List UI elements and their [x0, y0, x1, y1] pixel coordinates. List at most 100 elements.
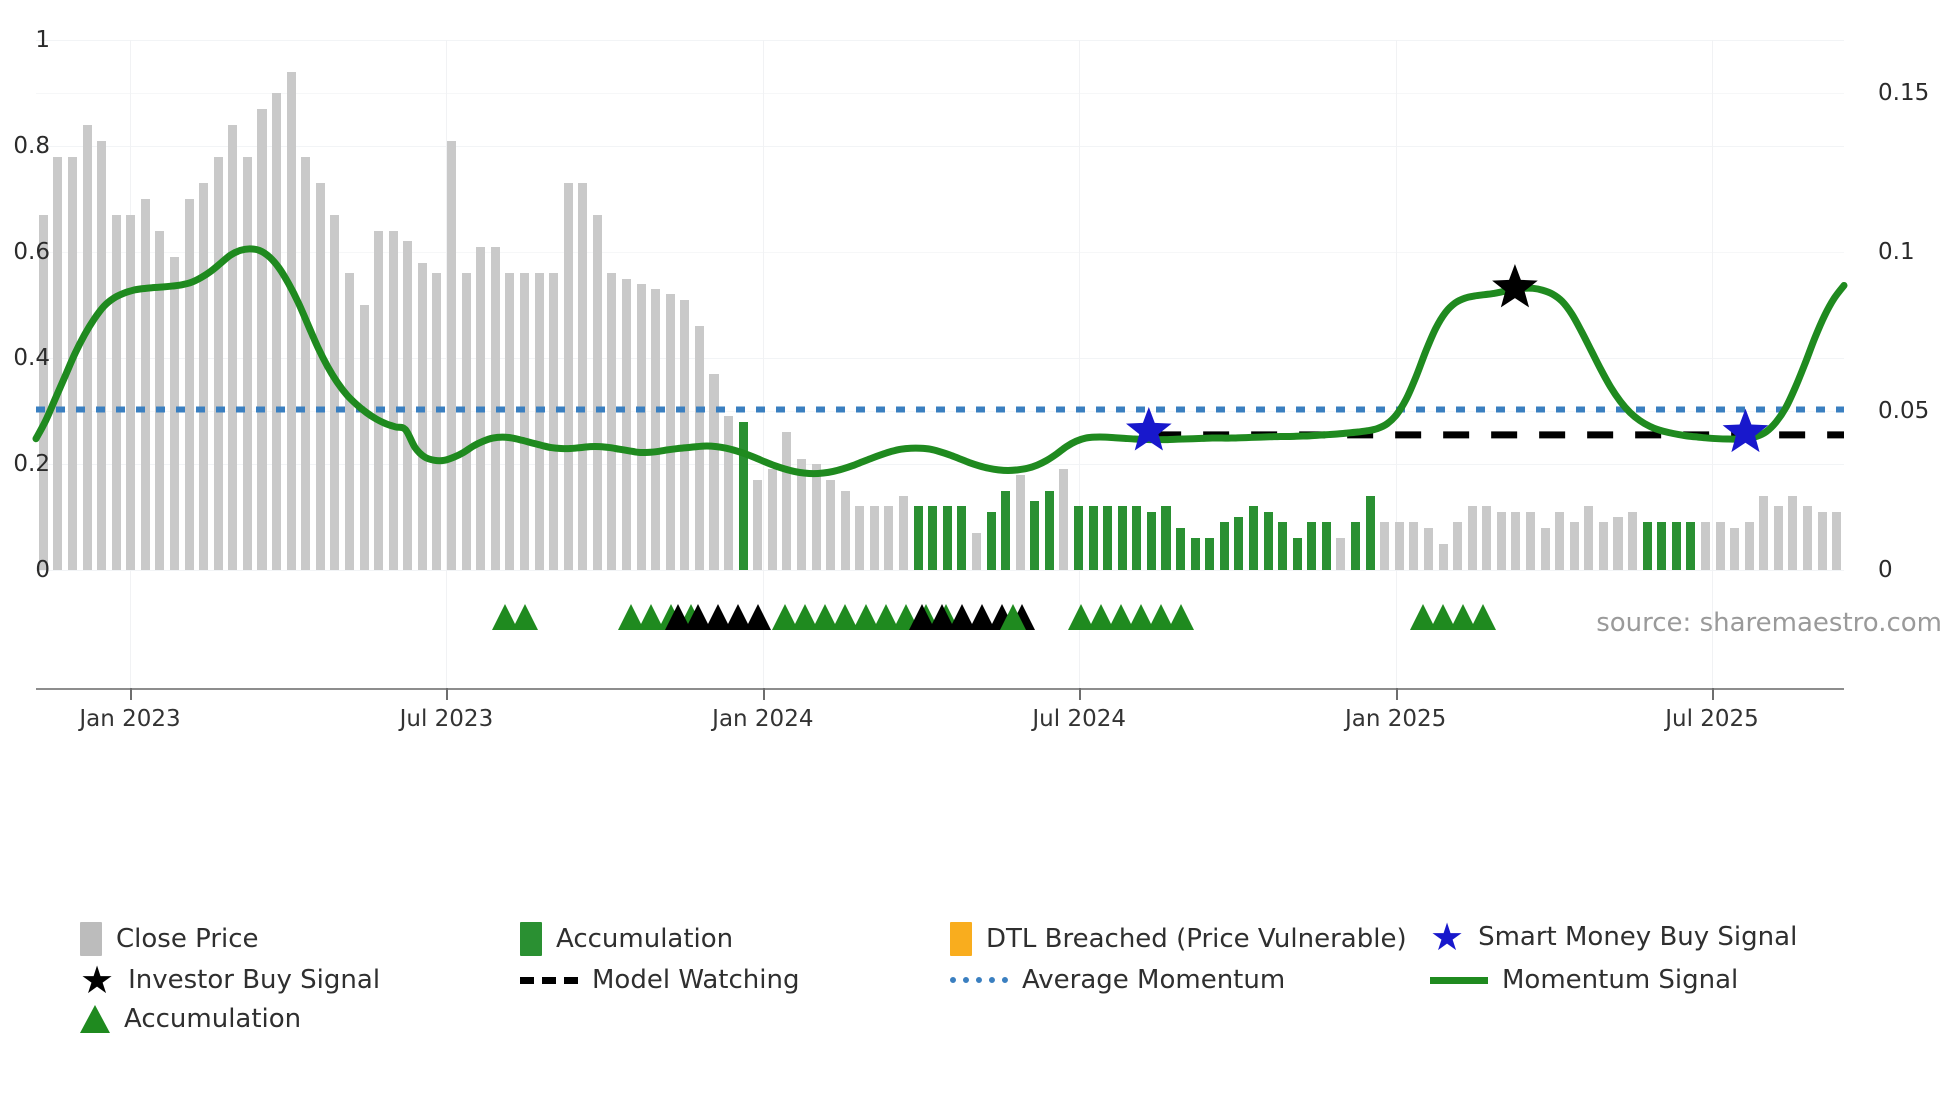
gridline: [36, 570, 1844, 571]
legend-label: Accumulation: [124, 1004, 302, 1034]
close-price-bar: [417, 262, 427, 570]
close-price-bar: [1496, 511, 1506, 570]
x-axis-tick: [1712, 688, 1715, 700]
close-price-bar: [1453, 522, 1463, 570]
close-price-bar: [432, 273, 442, 570]
legend-label: Close Price: [116, 924, 259, 954]
dotted-line-icon: [950, 977, 1008, 983]
accumulation-bar: [1073, 506, 1084, 570]
accumulation-bar: [1205, 538, 1215, 570]
green-triangle-icon: [80, 1005, 110, 1033]
accumulation-bar: [1686, 522, 1696, 570]
accumulation-bar: [1234, 517, 1244, 570]
y-axis-right-tick-label: 0: [1878, 557, 1893, 583]
smart-money-buy-signal-star[interactable]: [1126, 407, 1172, 451]
y-axis-right-tick-label: 0.15: [1878, 80, 1930, 107]
close-price-bar: [1555, 511, 1565, 570]
accumulation-bar: [1292, 538, 1302, 570]
close-price-bar: [519, 273, 529, 570]
close-price-bar: [1380, 522, 1390, 570]
close-price-bar: [286, 71, 296, 570]
close-price-bar: [534, 273, 544, 570]
bar-series-close-price: [36, 40, 1844, 570]
close-price-bar: [563, 183, 573, 570]
close-price-bar: [1832, 511, 1842, 570]
vertical-gridline: [1079, 40, 1081, 688]
close-price-bar: [1715, 522, 1725, 570]
close-price-bar: [1803, 506, 1813, 570]
accumulation-bar: [928, 506, 938, 570]
legend-row-1: Close Price Accumulation DTL Breached (P…: [80, 915, 1940, 959]
x-axis-tick-label: Jul 2025: [1665, 706, 1759, 732]
close-price-bar: [228, 124, 238, 570]
dtl-breached-swatch-icon: [950, 922, 972, 956]
line-overlay: [32, 245, 1848, 478]
smart-money-buy-signal-star[interactable]: [1722, 408, 1769, 453]
accumulation-bar: [1219, 522, 1229, 570]
close-price-bar: [155, 230, 165, 570]
x-axis-tick: [1395, 688, 1398, 700]
accumulation-bar: [1132, 506, 1142, 570]
close-price-bar: [1409, 522, 1419, 570]
y-axis-left-tick-label: 1: [35, 27, 50, 53]
y-axis-left-tick-label: 0.6: [13, 239, 50, 265]
x-axis-tick: [1079, 688, 1082, 700]
close-price-bar: [782, 432, 792, 570]
x-axis-tick-label: Jul 2024: [1032, 706, 1127, 732]
accumulation-bar: [913, 506, 923, 570]
gridline-right: [36, 252, 1844, 254]
gridline: [36, 464, 1844, 465]
gridline: [36, 358, 1844, 359]
close-price-bar: [242, 156, 252, 570]
legend-item-dtl-breached[interactable]: DTL Breached (Price Vulnerable): [950, 922, 1430, 956]
investor-buy-signal-star[interactable]: [1492, 263, 1538, 308]
close-price-bar: [709, 373, 719, 570]
close-price-bar: [1336, 538, 1346, 570]
close-price-bar: [869, 506, 879, 570]
accumulation-marker-green: [999, 604, 1026, 630]
close-price-bar: [899, 495, 909, 570]
dashed-line-icon: [520, 976, 578, 984]
gridline: [36, 40, 1844, 41]
close-price-bar: [199, 183, 209, 570]
close-price-bar: [1817, 511, 1827, 570]
legend-item-accumulation-bar[interactable]: Accumulation: [520, 922, 950, 956]
legend-item-accumulation-marker[interactable]: Accumulation: [80, 1004, 520, 1034]
close-price-bar: [184, 199, 194, 570]
legend-item-smart-money-buy-signal[interactable]: ★ Smart Money Buy Signal: [1430, 915, 1797, 959]
close-price-bar: [607, 273, 617, 570]
accumulation-bar: [1671, 522, 1681, 570]
accumulation-marker-green: [511, 604, 538, 630]
close-price-bar: [1423, 527, 1433, 570]
close-price-bar: [1525, 511, 1536, 570]
close-price-bar: [621, 278, 632, 570]
legend-item-average-momentum[interactable]: Average Momentum: [950, 965, 1430, 995]
accumulation-bar: [738, 421, 748, 570]
accumulation-bar: [1321, 522, 1331, 570]
close-price-bar: [490, 246, 500, 570]
blue-star-icon: ★: [1430, 915, 1465, 959]
x-axis-tick-label: Jan 2025: [1344, 706, 1447, 732]
accumulation-bar: [1103, 506, 1113, 570]
close-price-bar: [1613, 517, 1623, 570]
close-price-bar: [1730, 527, 1740, 570]
close-price-bar: [971, 532, 981, 570]
momentum-signal-line: [32, 245, 1848, 478]
close-price-bar: [665, 294, 675, 570]
plot-area: [32, 40, 1848, 688]
close-price-bar: [301, 156, 311, 570]
legend-item-momentum-signal[interactable]: Momentum Signal: [1430, 965, 1738, 995]
legend-item-model-watching[interactable]: Model Watching: [520, 965, 950, 995]
legend-item-investor-buy-signal[interactable]: ★ Investor Buy Signal: [80, 961, 520, 999]
accumulation-bar: [957, 506, 967, 570]
y-axis-left-tick-label: 0.8: [13, 133, 50, 159]
close-price-bar: [505, 273, 515, 570]
close-price-bar: [1628, 511, 1638, 570]
accumulation-bar: [942, 506, 952, 570]
close-price-bar: [1059, 469, 1069, 570]
vertical-gridline: [762, 40, 764, 688]
x-axis-tick-label: Jan 2023: [79, 706, 181, 732]
legend-item-close-price[interactable]: Close Price: [80, 922, 520, 956]
close-price-bar: [578, 183, 588, 570]
